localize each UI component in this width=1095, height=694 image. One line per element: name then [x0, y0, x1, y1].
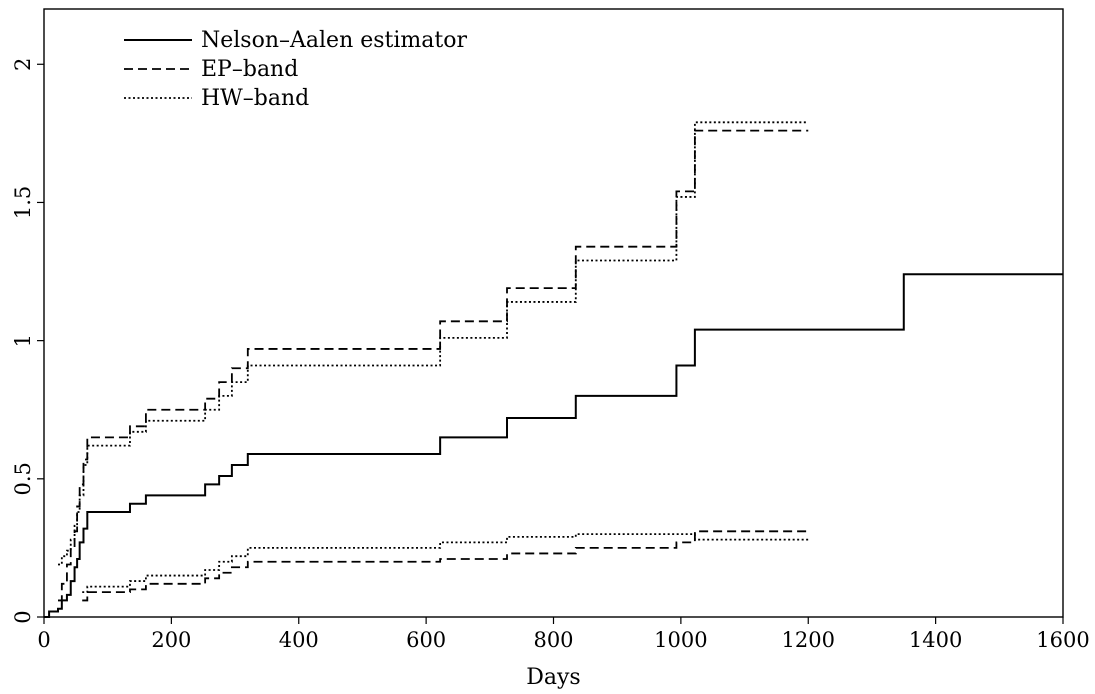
x-tick-label: 1600 [1036, 628, 1089, 652]
x-axis: 0 200 400 600 800 1000 1200 1400 1600 [37, 617, 1090, 652]
x-tick-label: 800 [533, 628, 573, 652]
y-tick-label: 0.5 [11, 462, 35, 495]
x-axis-title: Days [526, 665, 580, 690]
legend-label: HW–band [201, 86, 309, 111]
x-tick-label: 200 [151, 628, 191, 652]
legend-label: EP–band [201, 57, 298, 82]
plot-frame [43, 8, 1064, 618]
legend: Nelson–Aalen estimator EP–band HW–band [124, 28, 467, 111]
y-tick-label: 1 [11, 334, 35, 347]
series-line-dotted [82, 533, 809, 594]
series-layer [44, 121, 1063, 618]
legend-label: Nelson–Aalen estimator [201, 28, 467, 53]
x-tick-label: 1000 [654, 628, 707, 652]
series-line-dotted [58, 121, 809, 566]
y-axis: 0 0.5 1 1.5 2 [11, 58, 44, 624]
x-tick-label: 1200 [782, 628, 835, 652]
x-tick-label: 0 [37, 628, 50, 652]
x-tick-label: 400 [279, 628, 319, 652]
y-tick-label: 1.5 [11, 186, 35, 219]
series-line-dashed [82, 530, 809, 602]
x-tick-label: 1400 [909, 628, 962, 652]
y-tick-label: 2 [11, 58, 35, 71]
x-tick-label: 600 [406, 628, 446, 652]
series-line-solid [44, 273, 1063, 618]
series-line-dashed [58, 129, 809, 602]
y-tick-label: 0 [11, 610, 35, 623]
